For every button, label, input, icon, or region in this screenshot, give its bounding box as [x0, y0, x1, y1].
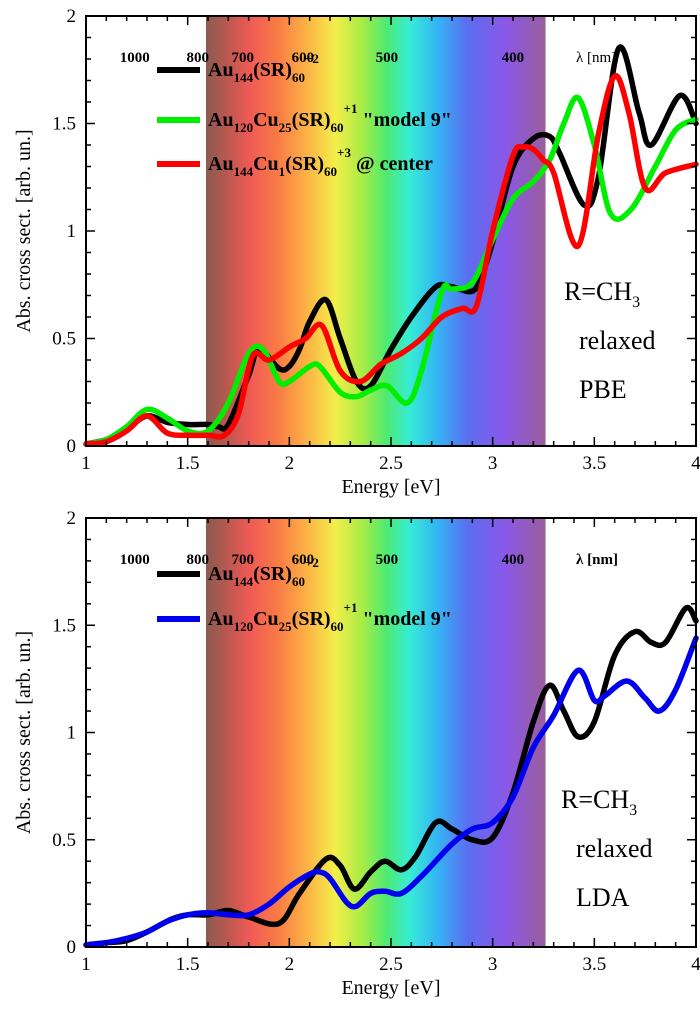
- x-tick-label: 3: [488, 954, 498, 975]
- series-line: [83, 635, 699, 948]
- y-tick-label: 1.5: [52, 615, 76, 636]
- chart-panel-bottom: 1000 800 700 600 500 400 λ [nm]Au144(SR)60+2Au…: [13, 508, 700, 999]
- text-part: 3: [632, 294, 640, 311]
- text-part: 144: [234, 70, 254, 85]
- legend-entry: Au120Cu25(SR)60+1 "model 9": [208, 600, 452, 634]
- wavelength-unit-label: λ [nm]: [576, 552, 618, 568]
- text-part: (SR): [292, 109, 331, 131]
- x-tick-label: 1: [81, 954, 91, 975]
- y-tick-label: 1: [67, 221, 77, 242]
- text-part: +2: [305, 555, 319, 570]
- wavelength-label: 500: [376, 552, 399, 568]
- annotation-relaxed: relaxed: [579, 326, 656, 355]
- text-part: Au: [208, 153, 234, 175]
- wavelength-label: 1000: [120, 50, 150, 66]
- y-axis-title: Abs. cross sect. [arb. un.]: [13, 631, 35, 834]
- visible-spectrum-band: [205, 518, 546, 947]
- text-part: 60: [292, 70, 305, 85]
- series-line: [83, 44, 699, 447]
- text-part: +3: [337, 145, 351, 160]
- x-tick-label: 4: [691, 453, 700, 474]
- text-part: 60: [324, 164, 337, 179]
- text-part: 144: [234, 164, 254, 179]
- text-part: 25: [279, 619, 293, 634]
- wavelength-label: 1000: [120, 552, 150, 568]
- annotation-substituent: R=CH3: [564, 277, 640, 311]
- series-line: [83, 73, 699, 447]
- wavelength-label: 400: [502, 552, 525, 568]
- text-part: Au: [208, 608, 234, 630]
- text-part: R=CH: [561, 785, 629, 814]
- text-part: 60: [331, 120, 344, 135]
- y-tick-label: 0: [67, 436, 77, 457]
- x-tick-label: 1.5: [176, 954, 200, 975]
- wavelength-label: 800: [187, 50, 210, 66]
- y-tick-label: 0.5: [52, 830, 76, 851]
- x-tick-label: 1.5: [176, 453, 200, 474]
- text-part: 25: [279, 120, 293, 135]
- x-tick-label: 3.5: [582, 954, 606, 975]
- wavelength-label: 700: [232, 552, 255, 568]
- wavelength-label: 800: [187, 552, 210, 568]
- annotation-functional: LDA: [576, 883, 630, 912]
- text-part: (SR): [285, 153, 324, 175]
- text-part: +1: [344, 101, 358, 116]
- annotation-substituent: R=CH3: [561, 785, 637, 819]
- text-part: 144: [234, 574, 254, 589]
- x-tick-label: 3: [488, 453, 498, 474]
- y-tick-label: 1.5: [52, 114, 76, 135]
- y-axis-title: Abs. cross sect. [arb. un.]: [13, 129, 35, 332]
- x-tick-label: 2: [285, 453, 295, 474]
- wavelength-label: 400: [502, 50, 525, 66]
- text-part: 120: [234, 120, 254, 135]
- annotation-functional: PBE: [579, 375, 627, 404]
- y-tick-label: 0.5: [52, 329, 76, 350]
- legend-entry: Au120Cu25(SR)60+1 "model 9": [208, 101, 452, 135]
- wavelength-label: 600: [292, 50, 315, 66]
- legend-entry: Au144(SR)60+2: [208, 555, 319, 589]
- text-part: 1: [279, 164, 286, 179]
- x-tick-label: 2.5: [379, 453, 403, 474]
- text-part: "model 9": [357, 109, 451, 131]
- wavelength-label: 600: [292, 552, 315, 568]
- text-part: Cu: [253, 153, 279, 175]
- wavelength-unit-label: λ [nm]: [576, 50, 616, 66]
- text-part: 3: [629, 802, 637, 819]
- wavelength-label: 500: [376, 50, 399, 66]
- wavelength-label: 700: [232, 50, 255, 66]
- x-axis-title: Energy [eV]: [341, 476, 440, 498]
- text-part: +1: [344, 600, 358, 615]
- x-axis-title: Energy [eV]: [341, 977, 440, 999]
- text-part: Cu: [253, 109, 279, 131]
- text-part: (SR): [253, 563, 292, 585]
- y-tick-label: 1: [67, 723, 77, 744]
- annotation-relaxed: relaxed: [576, 834, 653, 863]
- legend-entry: Au144(SR)60+2: [208, 51, 319, 85]
- y-tick-label: 0: [67, 937, 77, 958]
- x-tick-label: 3.5: [582, 453, 606, 474]
- chart-panel-top: 1000 800 700 600 500 400 λ [nm]Au144(SR)60+2Au…: [13, 6, 700, 498]
- text-part: "model 9": [357, 608, 451, 630]
- x-tick-label: 2: [285, 954, 295, 975]
- text-part: Au: [208, 59, 234, 81]
- text-part: Au: [208, 109, 234, 131]
- x-tick-label: 1: [81, 453, 91, 474]
- text-part: (SR): [253, 59, 292, 81]
- text-part: 60: [292, 574, 305, 589]
- legend-entry: Au144Cu1(SR)60+3 @ center: [208, 145, 433, 179]
- text-part: 60: [331, 619, 344, 634]
- x-tick-label: 2.5: [379, 954, 403, 975]
- text-part: 120: [234, 619, 254, 634]
- text-part: Cu: [253, 608, 279, 630]
- y-tick-label: 2: [67, 6, 77, 27]
- text-part: (SR): [292, 608, 331, 630]
- text-part: +2: [305, 51, 319, 66]
- x-tick-label: 4: [691, 954, 700, 975]
- text-part: Au: [208, 563, 234, 585]
- text-part: R=CH: [564, 277, 632, 306]
- text-part: @ center: [351, 153, 433, 175]
- y-tick-label: 2: [67, 508, 77, 529]
